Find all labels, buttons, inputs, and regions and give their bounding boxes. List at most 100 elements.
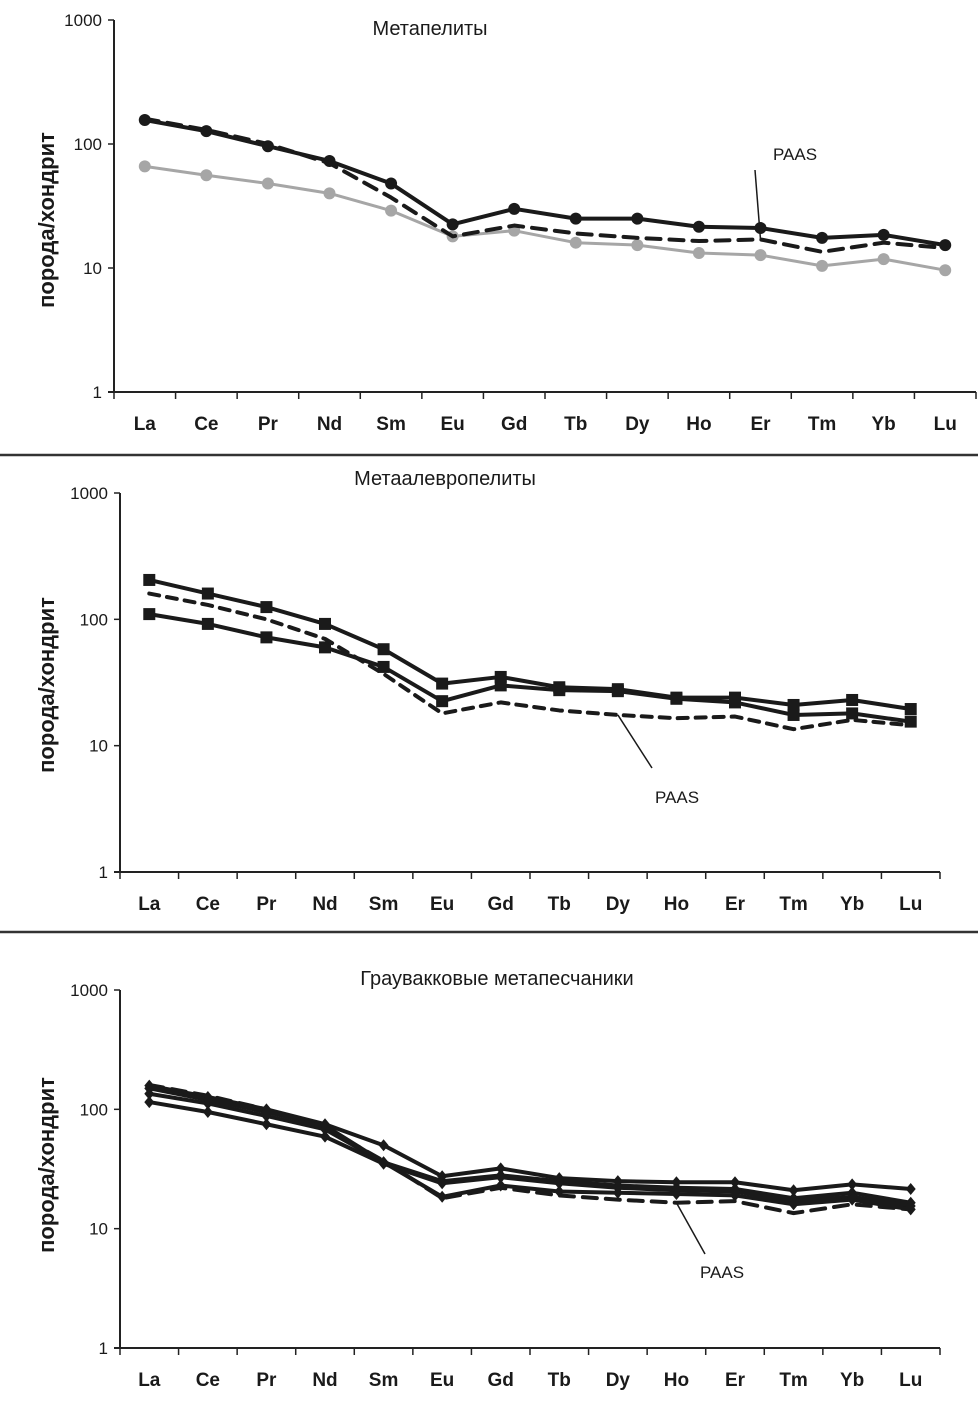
y-tick-label: 10 xyxy=(83,259,102,278)
data-point xyxy=(730,1189,740,1202)
chart-title: Метаалевропелиты xyxy=(354,468,536,490)
y-tick-label: 1000 xyxy=(70,484,108,503)
y-tick-label: 10 xyxy=(89,737,108,756)
data-point xyxy=(692,247,705,260)
chart-panel-3: 1 10 100 1000 La Ce Pr Nd Sm Eu Gd Tb Dy Ho Er Tm Yb Lu Гр… xyxy=(34,968,941,1391)
data-point xyxy=(320,1130,330,1143)
annotation-leader-line xyxy=(617,714,653,769)
data-point xyxy=(754,222,767,235)
data-point xyxy=(323,187,336,200)
data-point xyxy=(846,707,859,720)
x-tick-label: Yb xyxy=(840,894,864,915)
x-tick-label: Eu xyxy=(441,414,465,435)
data-point xyxy=(788,1184,799,1197)
x-tick-label: Eu xyxy=(430,1370,454,1391)
y-axis-label: порода/хондрит xyxy=(34,597,59,773)
data-point xyxy=(437,1177,448,1190)
y-axis-label: порода/хондрит xyxy=(34,132,59,308)
data-point xyxy=(612,1186,623,1199)
data-point xyxy=(631,239,644,252)
x-tick-label: La xyxy=(134,414,157,435)
data-point xyxy=(631,212,644,225)
data-point xyxy=(816,259,829,272)
series-line xyxy=(148,1100,912,1208)
data-point xyxy=(385,204,398,217)
x-tick-label: Eu xyxy=(430,894,454,915)
data-point xyxy=(508,202,521,215)
series-sample-2 xyxy=(143,608,917,728)
data-point xyxy=(446,218,459,231)
data-point xyxy=(905,1182,916,1195)
x-tick-label: Ce xyxy=(194,414,218,435)
x-tick-label: Nd xyxy=(312,894,337,915)
x-tick-label: Nd xyxy=(317,414,342,435)
chart-title: Граувакковые метапесчаники xyxy=(360,968,633,990)
series-sample-2 xyxy=(138,160,952,277)
series-PAAS xyxy=(147,1082,913,1216)
data-point xyxy=(494,679,507,692)
x-tick-label: Ho xyxy=(664,1370,689,1391)
data-point xyxy=(260,601,273,614)
data-point xyxy=(847,1178,858,1191)
data-point xyxy=(437,1190,448,1203)
data-point xyxy=(730,1176,740,1189)
y-tick-label: 1 xyxy=(93,383,102,402)
series-line xyxy=(148,1083,911,1193)
data-point xyxy=(846,693,859,706)
data-point xyxy=(261,177,274,190)
y-tick-label: 1000 xyxy=(64,11,102,30)
data-point xyxy=(261,1118,272,1131)
data-point xyxy=(569,212,582,225)
data-point xyxy=(495,1171,506,1184)
series-sample-1 xyxy=(143,573,917,716)
x-tick-label: Lu xyxy=(899,1370,922,1391)
x-tick-label: Lu xyxy=(899,894,922,915)
x-tick-label: Gd xyxy=(488,1370,514,1391)
y-tick-label: 1 xyxy=(99,863,108,882)
data-point xyxy=(553,684,566,697)
x-tick-label: Dy xyxy=(606,894,631,915)
annotation-label: PAAS xyxy=(773,145,817,164)
annotation-leader-line xyxy=(675,1202,706,1255)
x-tick-label: Tm xyxy=(808,414,837,435)
x-tick-label: Ho xyxy=(686,414,711,435)
data-point xyxy=(138,160,151,173)
x-tick-label: Er xyxy=(725,894,746,915)
data-point xyxy=(319,617,331,630)
y-tick-label: 1 xyxy=(99,1339,108,1358)
x-tick-label: Gd xyxy=(488,894,514,915)
data-point xyxy=(671,1188,682,1201)
x-tick-label: Tb xyxy=(548,1370,571,1391)
x-tick-label: Pr xyxy=(256,894,277,915)
data-point xyxy=(788,1198,799,1211)
data-point xyxy=(787,708,800,721)
data-point xyxy=(877,253,890,266)
x-tick-label: Pr xyxy=(258,414,279,435)
x-tick-label: Lu xyxy=(934,414,957,435)
x-tick-label: Yb xyxy=(840,1370,864,1391)
data-point xyxy=(877,228,890,241)
x-tick-label: Sm xyxy=(369,894,399,915)
x-tick-label: Ce xyxy=(196,1370,220,1391)
data-point xyxy=(201,617,214,630)
chart-title: Метапелиты xyxy=(372,18,487,40)
x-tick-label: Nd xyxy=(312,1370,337,1391)
data-point xyxy=(201,587,214,600)
chart-panel-1: 1 10 100 1000 La Ce Pr Nd Sm Eu Gd Tb Dy Ho Er Tm Yb Lu Ме… xyxy=(34,11,977,435)
x-tick-label: Tb xyxy=(564,414,587,435)
y-tick-label: 100 xyxy=(80,1100,108,1119)
data-point xyxy=(847,1193,858,1206)
data-point xyxy=(904,703,917,716)
x-tick-label: La xyxy=(138,1370,161,1391)
y-tick-label: 100 xyxy=(80,610,108,629)
x-tick-label: Er xyxy=(750,414,771,435)
series-line xyxy=(148,612,911,724)
data-point xyxy=(385,177,398,190)
data-point xyxy=(569,236,582,249)
data-point xyxy=(144,1096,155,1109)
x-tick-label: Tm xyxy=(779,1370,808,1391)
series-sample-4 xyxy=(144,1082,916,1216)
data-point xyxy=(260,631,273,644)
data-point xyxy=(377,660,390,673)
x-tick-label: Ce xyxy=(196,894,220,915)
